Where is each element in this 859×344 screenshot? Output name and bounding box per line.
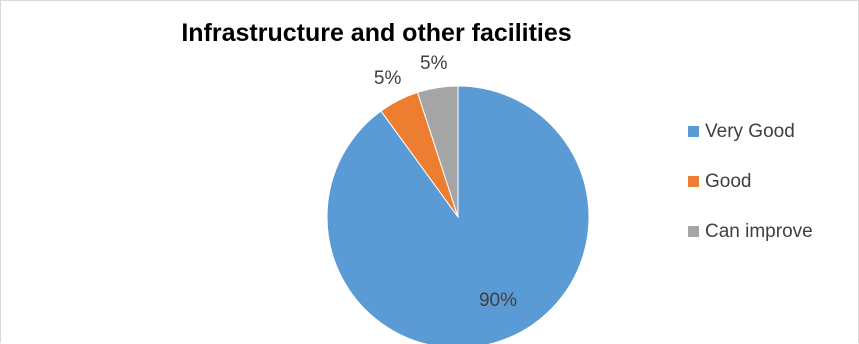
legend-item-very-good: Very Good (688, 119, 813, 144)
slice-label-very-good: 90% (479, 290, 517, 311)
legend-label-very-good: Very Good (705, 120, 795, 142)
legend-item-good: Good (688, 169, 813, 194)
legend-label-can-improve: Can improve (705, 220, 813, 242)
legend-label-good: Good (705, 170, 752, 192)
legend-item-can-improve: Can improve (688, 219, 813, 244)
legend-swatch-very-good (688, 126, 699, 137)
pie-slice-can-improve (416, 85, 459, 218)
legend: Very Good Good Can improve (688, 119, 813, 269)
legend-swatch-good (688, 176, 699, 187)
legend-swatch-can-improve (688, 226, 699, 237)
pie-slice-very-good (326, 85, 590, 344)
slice-label-good: 5% (374, 68, 402, 89)
chart-title: Infrastructure and other facilities (181, 19, 572, 47)
slice-label-can-improve: 5% (420, 53, 448, 74)
